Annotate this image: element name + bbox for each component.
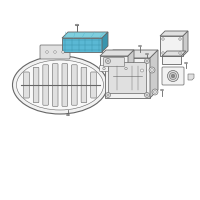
FancyBboxPatch shape bbox=[72, 65, 77, 105]
Ellipse shape bbox=[162, 38, 164, 40]
Ellipse shape bbox=[179, 38, 181, 40]
Ellipse shape bbox=[179, 52, 181, 54]
FancyBboxPatch shape bbox=[62, 64, 68, 106]
Polygon shape bbox=[162, 56, 181, 64]
Ellipse shape bbox=[146, 53, 148, 55]
Polygon shape bbox=[128, 50, 134, 68]
Polygon shape bbox=[162, 51, 186, 56]
Polygon shape bbox=[150, 50, 158, 98]
FancyBboxPatch shape bbox=[43, 65, 48, 105]
Ellipse shape bbox=[140, 69, 144, 72]
Ellipse shape bbox=[106, 92, 110, 98]
Ellipse shape bbox=[146, 94, 148, 96]
Ellipse shape bbox=[184, 62, 188, 64]
Polygon shape bbox=[100, 50, 134, 56]
Polygon shape bbox=[160, 31, 188, 36]
Ellipse shape bbox=[149, 67, 155, 73]
FancyBboxPatch shape bbox=[108, 62, 146, 94]
Ellipse shape bbox=[103, 67, 105, 70]
Ellipse shape bbox=[62, 51, 64, 53]
Ellipse shape bbox=[151, 69, 153, 71]
Ellipse shape bbox=[146, 60, 148, 62]
Ellipse shape bbox=[66, 114, 70, 116]
Polygon shape bbox=[62, 38, 102, 52]
Ellipse shape bbox=[12, 56, 108, 114]
FancyBboxPatch shape bbox=[24, 72, 29, 98]
Ellipse shape bbox=[125, 67, 127, 70]
Ellipse shape bbox=[107, 94, 109, 96]
Ellipse shape bbox=[171, 74, 175, 78]
FancyBboxPatch shape bbox=[100, 66, 108, 71]
Ellipse shape bbox=[160, 89, 164, 91]
Ellipse shape bbox=[16, 60, 104, 110]
Polygon shape bbox=[160, 36, 183, 56]
FancyBboxPatch shape bbox=[40, 45, 70, 59]
Polygon shape bbox=[138, 68, 146, 73]
Polygon shape bbox=[100, 56, 128, 68]
Ellipse shape bbox=[75, 24, 79, 26]
FancyBboxPatch shape bbox=[122, 66, 130, 71]
Ellipse shape bbox=[107, 60, 109, 62]
FancyBboxPatch shape bbox=[104, 58, 124, 66]
Polygon shape bbox=[188, 74, 194, 80]
Ellipse shape bbox=[46, 51, 48, 53]
Ellipse shape bbox=[144, 58, 150, 64]
Ellipse shape bbox=[154, 91, 156, 93]
Ellipse shape bbox=[54, 51, 56, 53]
Polygon shape bbox=[102, 32, 108, 52]
Ellipse shape bbox=[170, 72, 177, 79]
Ellipse shape bbox=[106, 58, 110, 64]
Ellipse shape bbox=[138, 45, 142, 47]
Ellipse shape bbox=[144, 92, 150, 98]
FancyBboxPatch shape bbox=[81, 67, 87, 103]
Polygon shape bbox=[62, 32, 108, 38]
FancyBboxPatch shape bbox=[162, 67, 184, 85]
Polygon shape bbox=[183, 31, 188, 56]
FancyBboxPatch shape bbox=[33, 67, 39, 103]
FancyBboxPatch shape bbox=[91, 72, 96, 98]
Ellipse shape bbox=[168, 71, 179, 82]
Polygon shape bbox=[105, 50, 158, 58]
Polygon shape bbox=[105, 58, 150, 98]
Ellipse shape bbox=[162, 52, 164, 54]
Ellipse shape bbox=[152, 89, 158, 95]
FancyBboxPatch shape bbox=[52, 64, 58, 106]
